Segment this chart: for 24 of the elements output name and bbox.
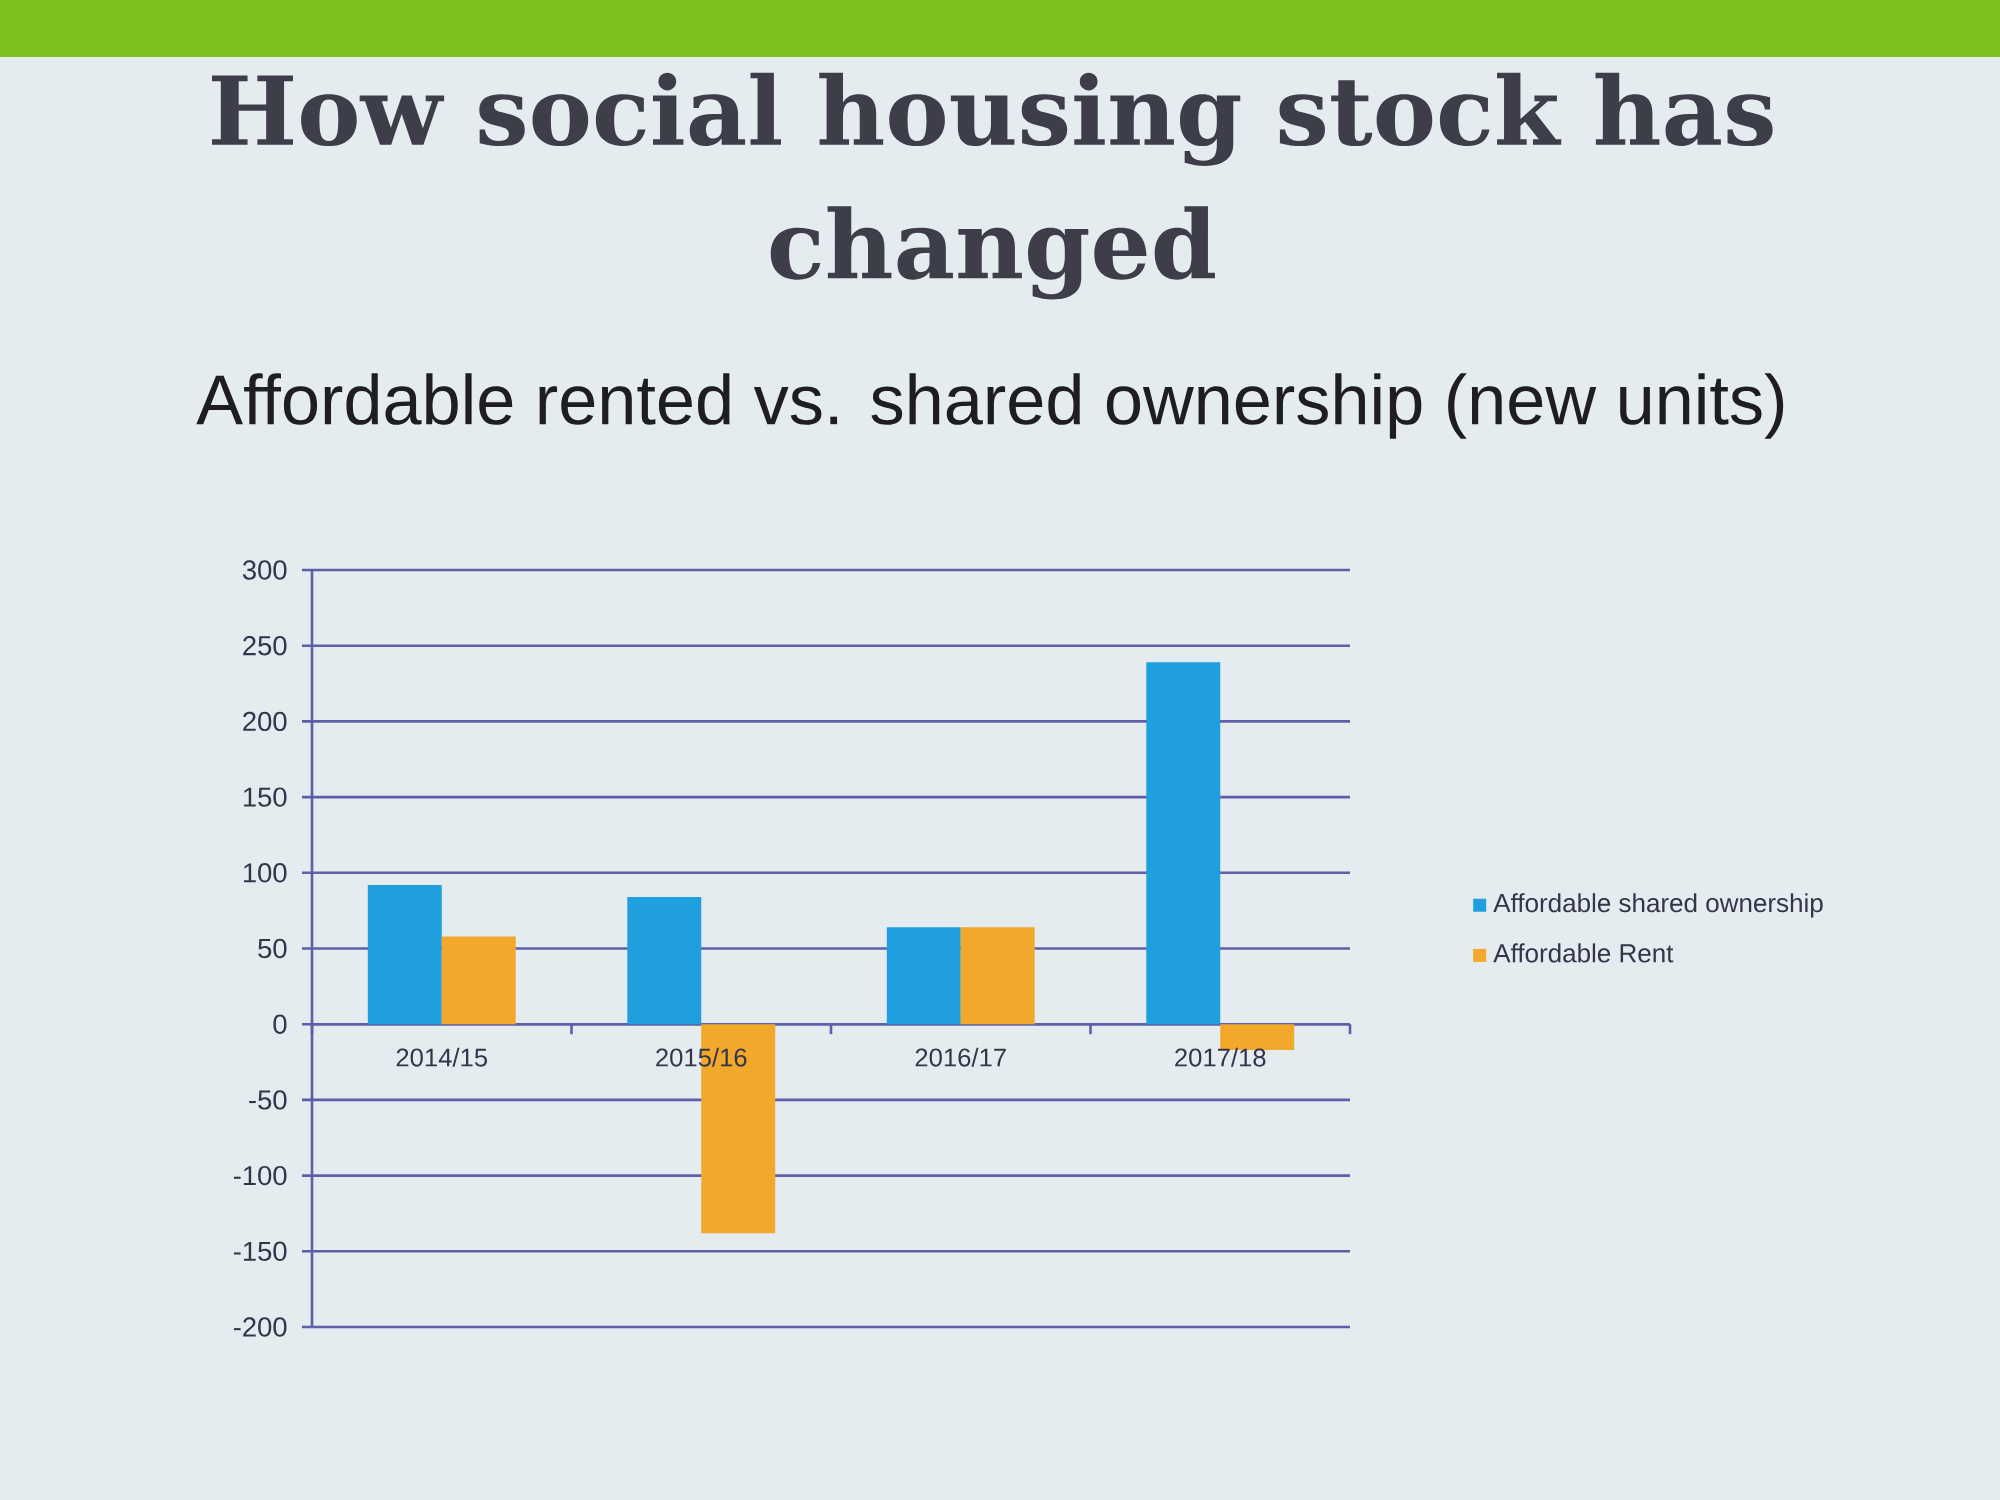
chart-title: How social housing stock has changed xyxy=(211,72,1773,300)
bar xyxy=(627,897,702,1025)
x-tick-label: 2016/17 xyxy=(915,1047,1006,1067)
y-tick-label: 200 xyxy=(243,711,287,732)
y-tick-label: 0 xyxy=(273,1014,287,1034)
x-tick-label: 2017/18 xyxy=(1175,1047,1266,1067)
y-tick-label: 50 xyxy=(258,938,287,959)
y-tick-label: -200 xyxy=(233,1317,287,1337)
legend-label: Affordable Rent xyxy=(1493,943,1674,963)
y-tick-label: -50 xyxy=(249,1090,287,1110)
bar xyxy=(367,884,442,1025)
bar xyxy=(1146,662,1221,1025)
x-tick-label: 2014/15 xyxy=(396,1047,488,1067)
y-tick-label: 250 xyxy=(243,636,287,656)
bar xyxy=(886,927,961,1025)
legend-label: Affordable shared ownership xyxy=(1493,893,1823,918)
y-tick-label: -150 xyxy=(233,1241,287,1262)
bar xyxy=(441,936,516,1025)
bar xyxy=(960,927,1035,1025)
y-tick-label: 100 xyxy=(243,863,287,883)
y-tick-label: 300 xyxy=(242,560,287,580)
y-tick-label: -100 xyxy=(233,1165,287,1186)
chart-subtitle: Affordable rented vs. shared ownership (new units) xyxy=(196,373,1784,439)
y-tick-label: 150 xyxy=(243,787,287,807)
